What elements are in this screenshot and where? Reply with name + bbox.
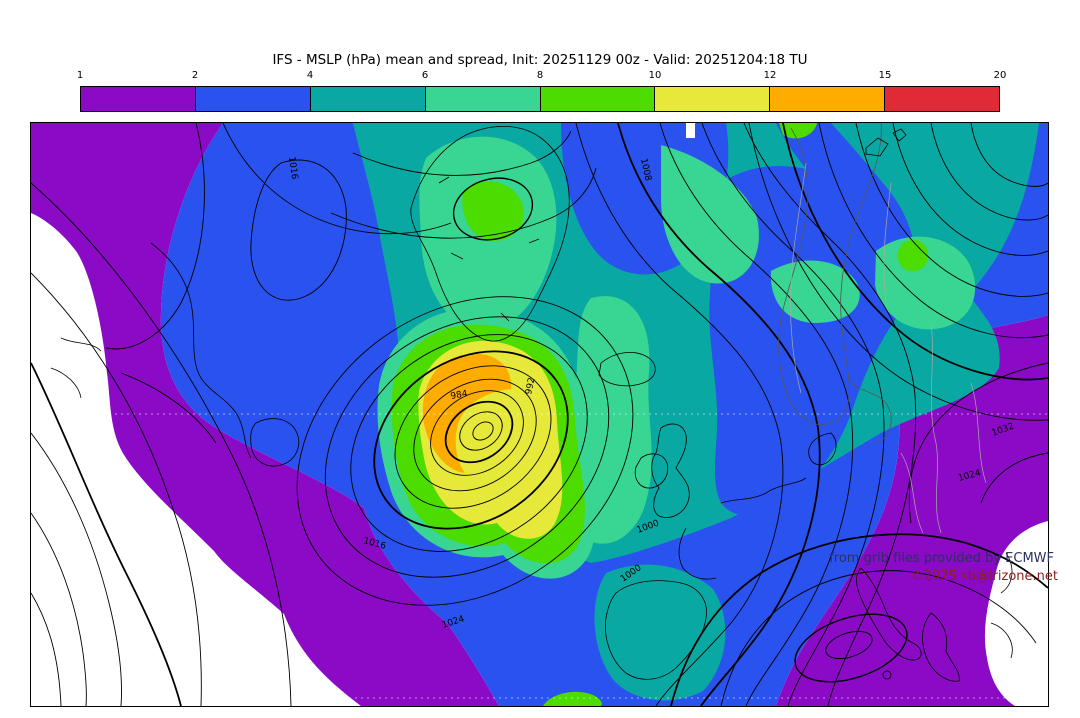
attribution-source: from grib files provided by ECMWF	[829, 551, 1054, 566]
spread-field	[31, 123, 1048, 706]
map-canvas: 984 992 1000 1000 1016 1024 1024 1032 10…	[30, 122, 1049, 707]
colorbar-tick: 20	[993, 70, 1007, 81]
contour-label: 1016	[286, 156, 299, 180]
colorbar-segment	[424, 87, 540, 111]
colorbar-tick: 4	[306, 70, 314, 81]
colorbar-segment	[654, 87, 770, 111]
chart-title: IFS - MSLP (hPa) mean and spread, Init: …	[272, 52, 808, 68]
colorbar-segment	[194, 87, 310, 111]
contour-label: 984	[450, 389, 469, 402]
pressure-contours	[31, 123, 1048, 706]
colorbar-tick: 1	[76, 70, 84, 81]
colorbar-tick: 12	[763, 70, 777, 81]
map-top-notch	[686, 123, 695, 138]
colorbar-segment	[539, 87, 655, 111]
contour-label: 992	[524, 377, 537, 396]
attribution-copyright: ©2025 sb@irizone.net	[910, 569, 1058, 584]
colorbar-tick: 15	[878, 70, 892, 81]
colorbar-segment	[769, 87, 885, 111]
coastlines	[50, 123, 1013, 682]
country-borders	[790, 162, 987, 534]
colorbar-segment	[884, 87, 999, 111]
contour-label: 1008	[638, 158, 653, 183]
colorbar-tick: 6	[421, 70, 429, 81]
colorbar-tick: 8	[536, 70, 544, 81]
colorbar-tick: 10	[648, 70, 662, 81]
colorbar-segment	[81, 87, 195, 111]
colorbar-tick: 2	[191, 70, 199, 81]
colorbar-tick-labels: 1 2 4 6 8 10 12 15 20	[76, 70, 1007, 84]
colorbar-segment	[309, 87, 425, 111]
colorbar-strip	[80, 86, 1000, 112]
colorbar: 1 2 4 6 8 10 12 15 20	[76, 70, 1007, 114]
latitude-gridlines	[31, 413, 1048, 699]
